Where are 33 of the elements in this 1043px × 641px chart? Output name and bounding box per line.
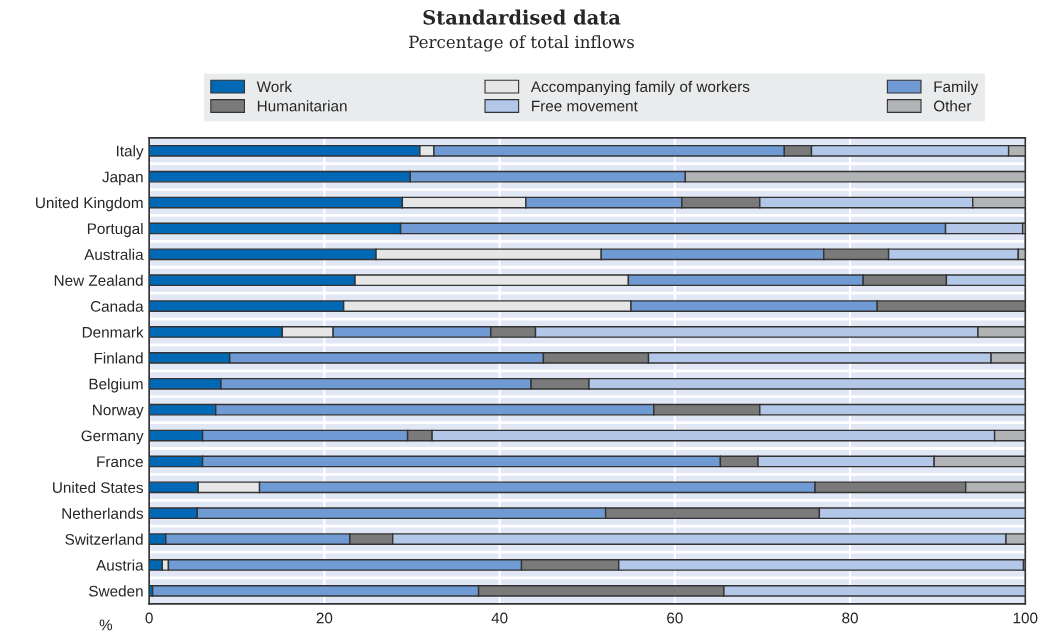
legend-label: Humanitarian <box>257 100 347 112</box>
x-tick-label: 80 <box>842 612 858 624</box>
legend-label: Work <box>256 80 293 93</box>
x-tick-label: 40 <box>491 612 508 624</box>
x-axis-title: % <box>99 619 113 631</box>
legend-label: Family <box>934 80 979 96</box>
y-tick-label: Portugal <box>87 222 143 238</box>
y-tick-label: Austria <box>96 559 144 571</box>
x-tick-label: 100 <box>1013 612 1038 624</box>
y-tick-label: Belgium <box>89 378 143 393</box>
y-tick-label: Switzerland <box>65 533 143 545</box>
y-tick-label: United Kingdom <box>36 197 143 212</box>
y-tick-label: New Zealand <box>54 274 143 286</box>
x-tick-label: 60 <box>667 612 683 624</box>
y-tick-label: Finland <box>94 352 143 364</box>
legend-label: Free movement <box>532 100 638 112</box>
legend-label: Accompanying family of workers <box>530 80 750 96</box>
y-tick-label: Netherlands <box>62 507 144 519</box>
y-tick-label: Sweden <box>89 585 143 597</box>
y-tick-label: Italy <box>116 145 144 160</box>
x-tick-label: 0 <box>145 612 153 624</box>
y-tick-label: Australia <box>84 248 144 260</box>
chart-title: Standardised data <box>423 9 621 25</box>
x-tick-label: 20 <box>316 612 333 624</box>
y-tick-label: United States <box>53 481 144 494</box>
y-tick-label: Japan <box>102 171 143 186</box>
y-tick-label: France <box>97 456 143 468</box>
y-tick-label: Canada <box>90 300 144 312</box>
y-tick-label: Denmark <box>82 326 144 338</box>
y-tick-label: Germany <box>81 430 144 445</box>
y-tick-label: Norway <box>93 404 144 419</box>
chart-subtitle: Percentage of total inflows <box>409 35 634 52</box>
legend-label: Other <box>933 100 972 112</box>
